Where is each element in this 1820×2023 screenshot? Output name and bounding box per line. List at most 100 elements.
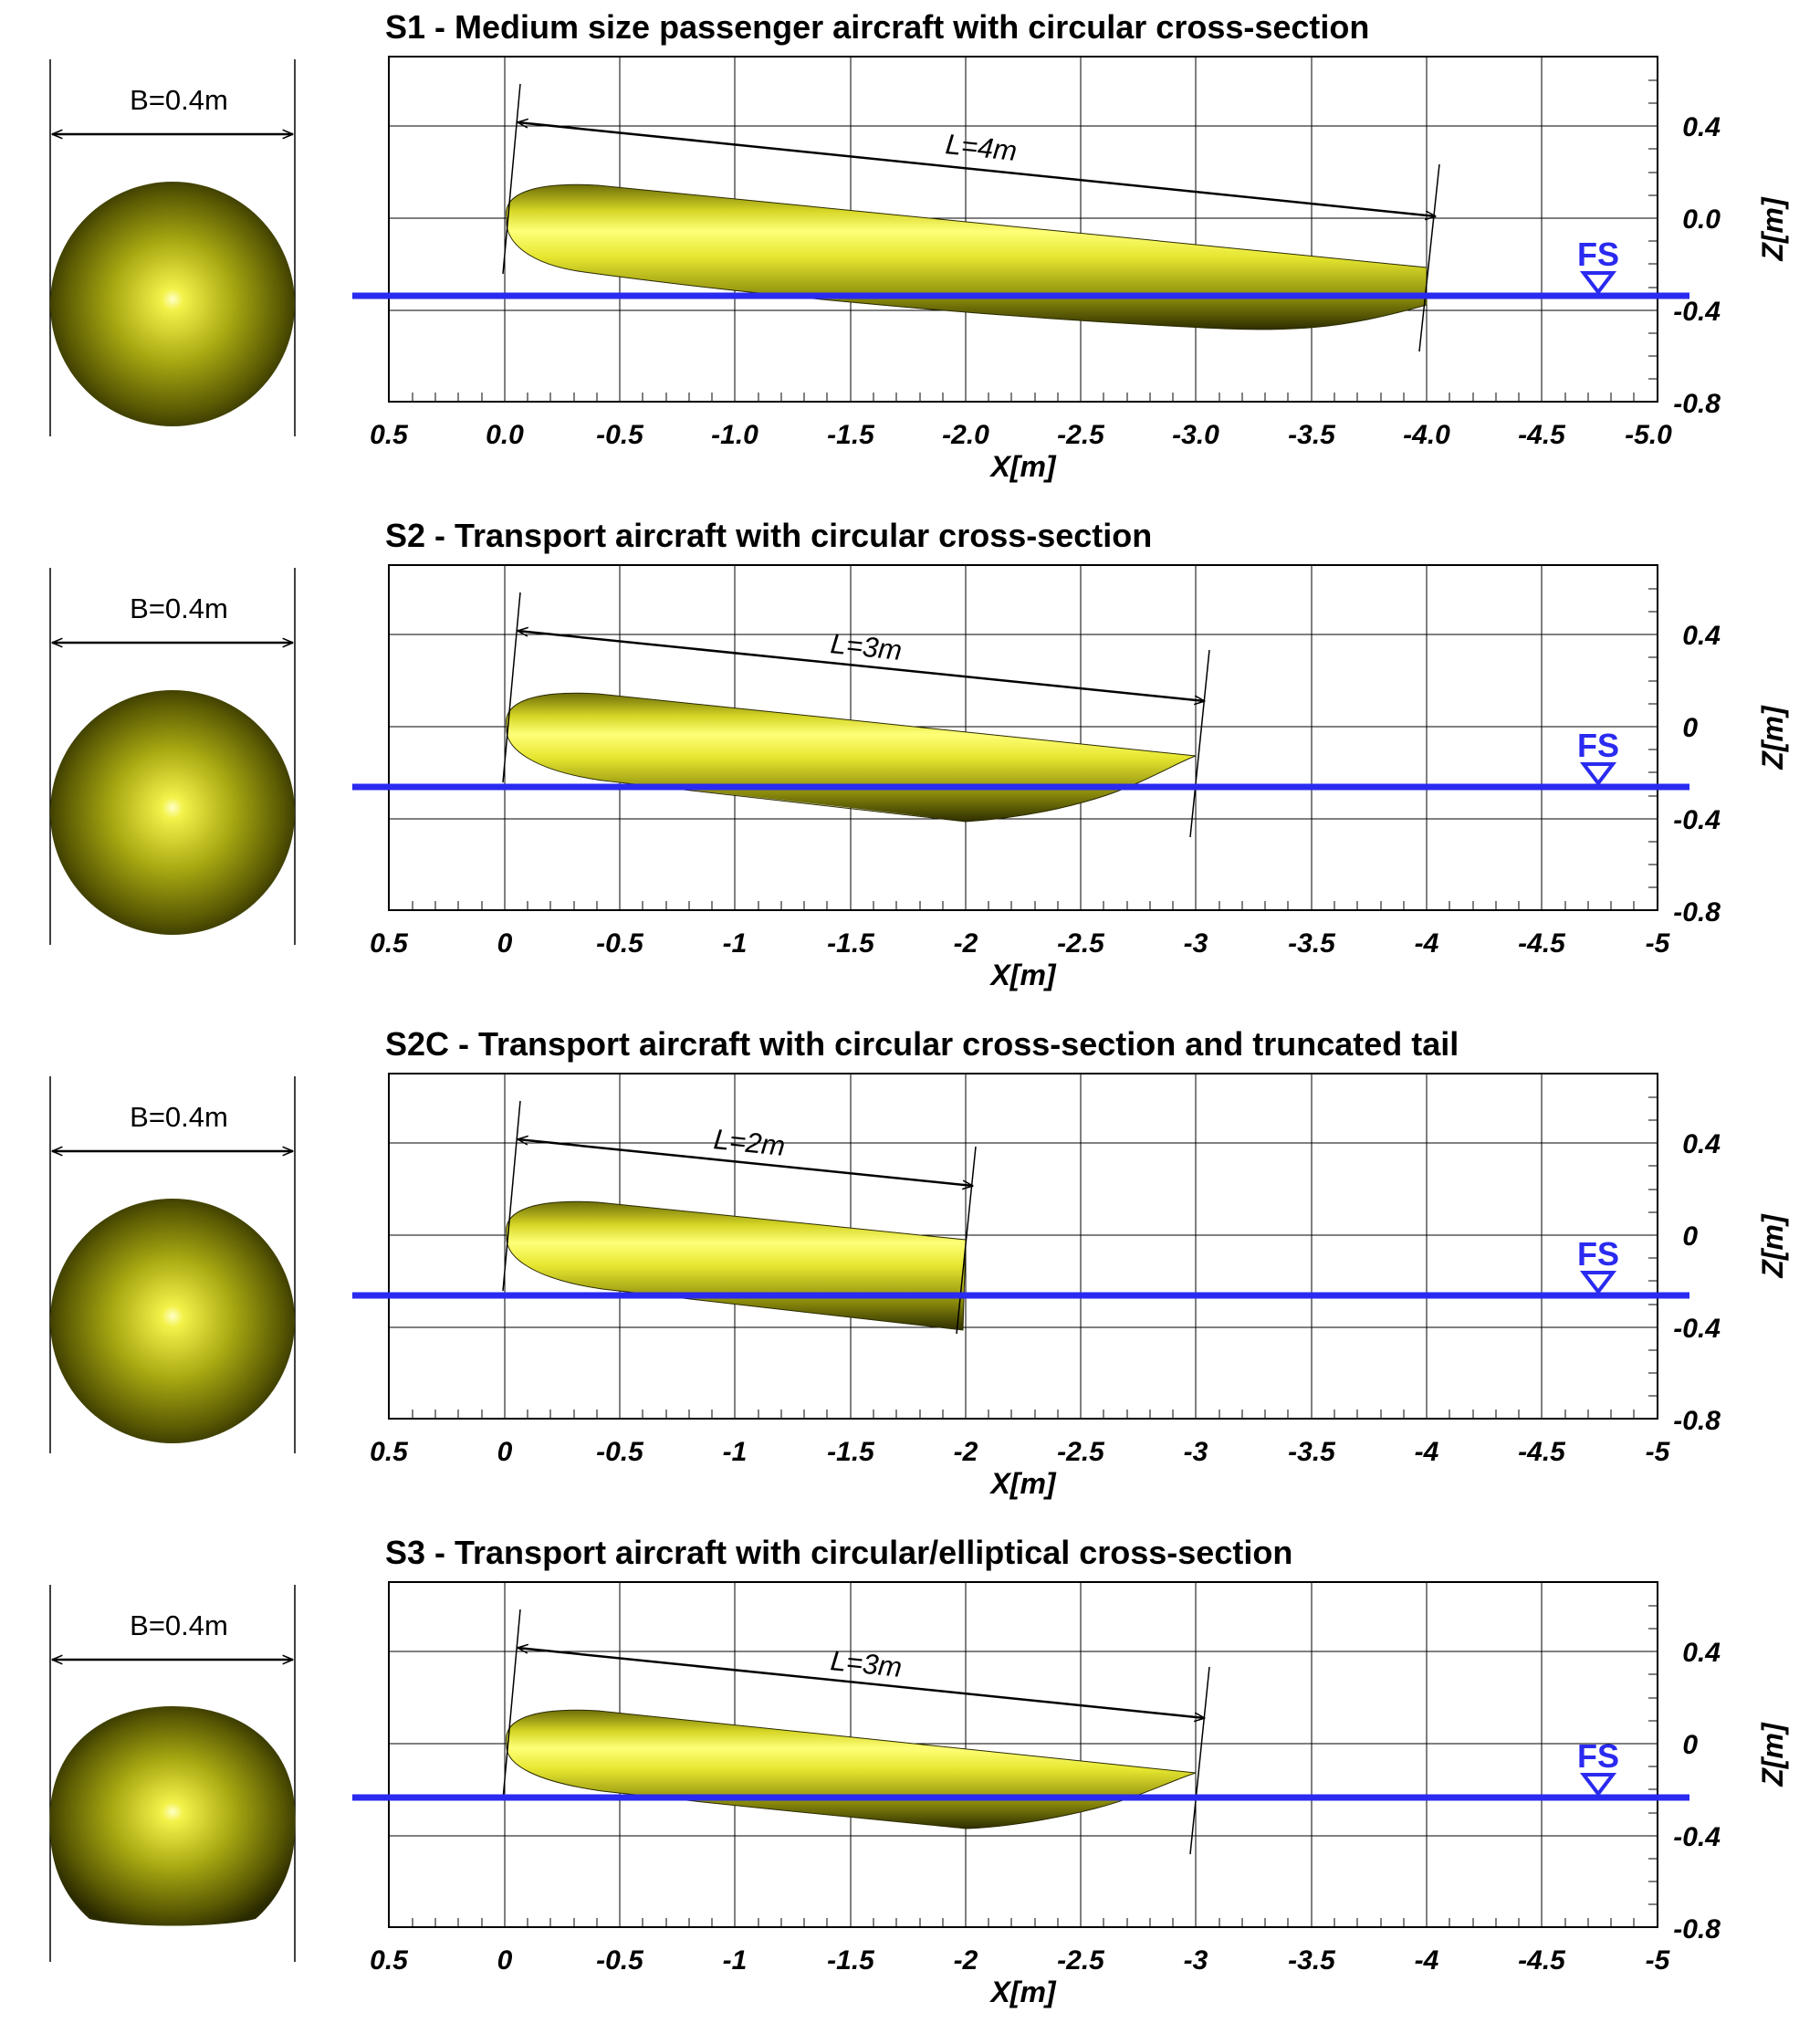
length-guide-start (502, 83, 521, 275)
free-surface-label: FS (1577, 236, 1619, 273)
length-dimension-label: L=3m (829, 1644, 904, 1683)
x-tick-label: 0 (497, 1945, 513, 1976)
x-tick-label: -5 (1646, 1437, 1671, 1467)
length-guide-start (502, 1609, 521, 1800)
x-tick-labels: 0.5 0.0 -0.5 -1.0 -1.5 -2.0 -2.5 -3.0 -3… (370, 420, 1672, 450)
free-surface-marker-icon (1579, 1271, 1617, 1295)
x-tick-label: 0 (497, 1437, 513, 1467)
x-tick-label: -0.5 (596, 1945, 644, 1976)
x-tick-label: -1.5 (827, 1437, 875, 1467)
x-axis-title: X[m] (988, 450, 1056, 483)
x-tick-label: -1.5 (827, 928, 875, 959)
length-dimension-arrow (518, 631, 1205, 701)
z-tick-labels: 0.4 0 -0.4 -0.8 (1673, 621, 1721, 928)
x-tick-labels: 0.5 0 -0.5 -1 -1.5 -2 -2.5 -3 -3.5 -4 -4… (370, 1945, 1671, 1976)
x-axis-title: X[m] (988, 959, 1056, 991)
width-dimension-label: B=0.4m (130, 1609, 228, 1641)
free-surface-label: FS (1577, 1235, 1619, 1273)
panel-title: S2 - Transport aircraft with circular cr… (385, 517, 1152, 554)
z-tick-label: -0.8 (1673, 1914, 1721, 1944)
z-axis-title: Z[m] (1756, 1722, 1789, 1787)
fuselage-body (506, 183, 1428, 330)
z-axis-title: Z[m] (1756, 1213, 1789, 1279)
x-tick-label: 0.5 (370, 928, 409, 959)
panel-s2: B=0.4m S2 - Transport aircraft with circ… (49, 517, 1789, 991)
x-tick-label: -4 (1415, 928, 1439, 959)
width-dimension-label: B=0.4m (130, 1101, 228, 1133)
panel-title: S3 - Transport aircraft with circular/el… (385, 1534, 1292, 1571)
width-dimension-label: B=0.4m (130, 84, 228, 116)
cross-section-circular-elliptical (49, 1706, 296, 1926)
x-tick-label: -2.0 (942, 420, 989, 450)
x-tick-label: -3.0 (1172, 420, 1219, 450)
length-dimension-arrow (518, 122, 1436, 216)
z-tick-label: 0.4 (1682, 1129, 1721, 1159)
minor-ticks (412, 588, 1658, 910)
z-tick-label: 0 (1682, 1221, 1698, 1252)
length-guide-start (502, 1100, 521, 1292)
x-tick-label: -5 (1646, 928, 1671, 959)
x-tick-label: -4.5 (1518, 928, 1566, 959)
x-tick-label: -0.5 (596, 1437, 644, 1467)
x-axis-title: X[m] (988, 1467, 1056, 1500)
length-guide-start (502, 592, 521, 783)
x-tick-label: -1 (723, 1945, 748, 1976)
length-dimension-label: L=4m (944, 128, 1019, 167)
panel-title: S1 - Medium size passenger aircraft with… (385, 8, 1369, 46)
x-tick-label: -5 (1646, 1945, 1671, 1976)
plot-frame (388, 564, 1658, 911)
z-axis-title: Z[m] (1756, 196, 1789, 262)
free-surface-label: FS (1577, 727, 1619, 764)
x-tick-label: -3.5 (1288, 1437, 1336, 1467)
minor-ticks (412, 1605, 1658, 1927)
z-tick-labels: 0.4 0.0 -0.4 -0.8 (1673, 112, 1721, 419)
z-tick-label: -0.4 (1673, 297, 1721, 327)
section-view-s2c: B=0.4m (49, 1076, 296, 1453)
x-tick-label: -4 (1415, 1437, 1439, 1467)
x-tick-label: -4.0 (1403, 420, 1450, 450)
x-tick-label: -2.5 (1057, 928, 1105, 959)
x-tick-label: -3.5 (1288, 1945, 1336, 1976)
z-tick-label: 0.4 (1682, 1638, 1721, 1668)
side-view-plot-s1: L=4m FS 0.5 0.0 -0.5 -1.0 -1.5 -2.0 -2.5… (352, 56, 1789, 483)
panel-title: S2C - Transport aircraft with circular c… (385, 1025, 1459, 1063)
section-view-s3: B=0.4m (49, 1585, 296, 1962)
fuselage-body (506, 1200, 967, 1331)
plot-frame (388, 56, 1658, 403)
x-tick-label: -5.0 (1625, 420, 1672, 450)
free-surface-label: FS (1577, 1737, 1619, 1775)
x-tick-label: -4 (1415, 1945, 1439, 1976)
section-view-s2: B=0.4m (49, 568, 296, 945)
free-surface-marker-icon (1579, 271, 1617, 296)
x-tick-label: 0.5 (370, 1437, 409, 1467)
x-tick-label: -2 (954, 928, 978, 959)
x-tick-label: -3 (1184, 1437, 1208, 1467)
minor-ticks (412, 79, 1658, 402)
z-tick-label: 0.4 (1682, 112, 1721, 142)
x-tick-labels: 0.5 0 -0.5 -1 -1.5 -2 -2.5 -3 -3.5 -4 -4… (370, 1437, 1671, 1467)
length-guide-end (1418, 163, 1440, 352)
x-tick-label: -1.0 (711, 420, 758, 450)
x-tick-label: -1 (723, 1437, 748, 1467)
cross-section-circle (50, 182, 295, 426)
x-tick-label: -4.5 (1518, 420, 1566, 450)
length-dimension-arrow (518, 1139, 973, 1186)
length-dimension-label: L=2m (712, 1123, 787, 1162)
x-tick-label: -1.5 (827, 1945, 875, 1976)
x-tick-label: -2 (954, 1945, 978, 1976)
panel-s1: B=0.4m S1 - Medium size passenger aircra… (49, 8, 1789, 483)
x-tick-label: -2.5 (1057, 420, 1105, 450)
x-axis-title: X[m] (988, 1976, 1056, 2008)
z-axis-title: Z[m] (1756, 705, 1789, 770)
x-tick-label: 0.0 (486, 420, 524, 450)
panel-s2c: B=0.4m S2C - Transport aircraft with cir… (49, 1025, 1789, 1500)
plot-frame (388, 1581, 1658, 1928)
side-view-plot-s2c: L=2m FS 0.5 0 -0.5 -1 -1.5 -2 -2.5 -3 -3… (352, 1073, 1789, 1500)
x-tick-label: -3.5 (1288, 928, 1336, 959)
x-tick-label: -2.5 (1057, 1437, 1105, 1467)
z-tick-label: -0.4 (1673, 1822, 1721, 1852)
x-tick-label: -1.5 (827, 420, 875, 450)
x-tick-label: 0.5 (370, 420, 409, 450)
minor-ticks (412, 1096, 1658, 1419)
x-tick-label: -2.5 (1057, 1945, 1105, 1976)
